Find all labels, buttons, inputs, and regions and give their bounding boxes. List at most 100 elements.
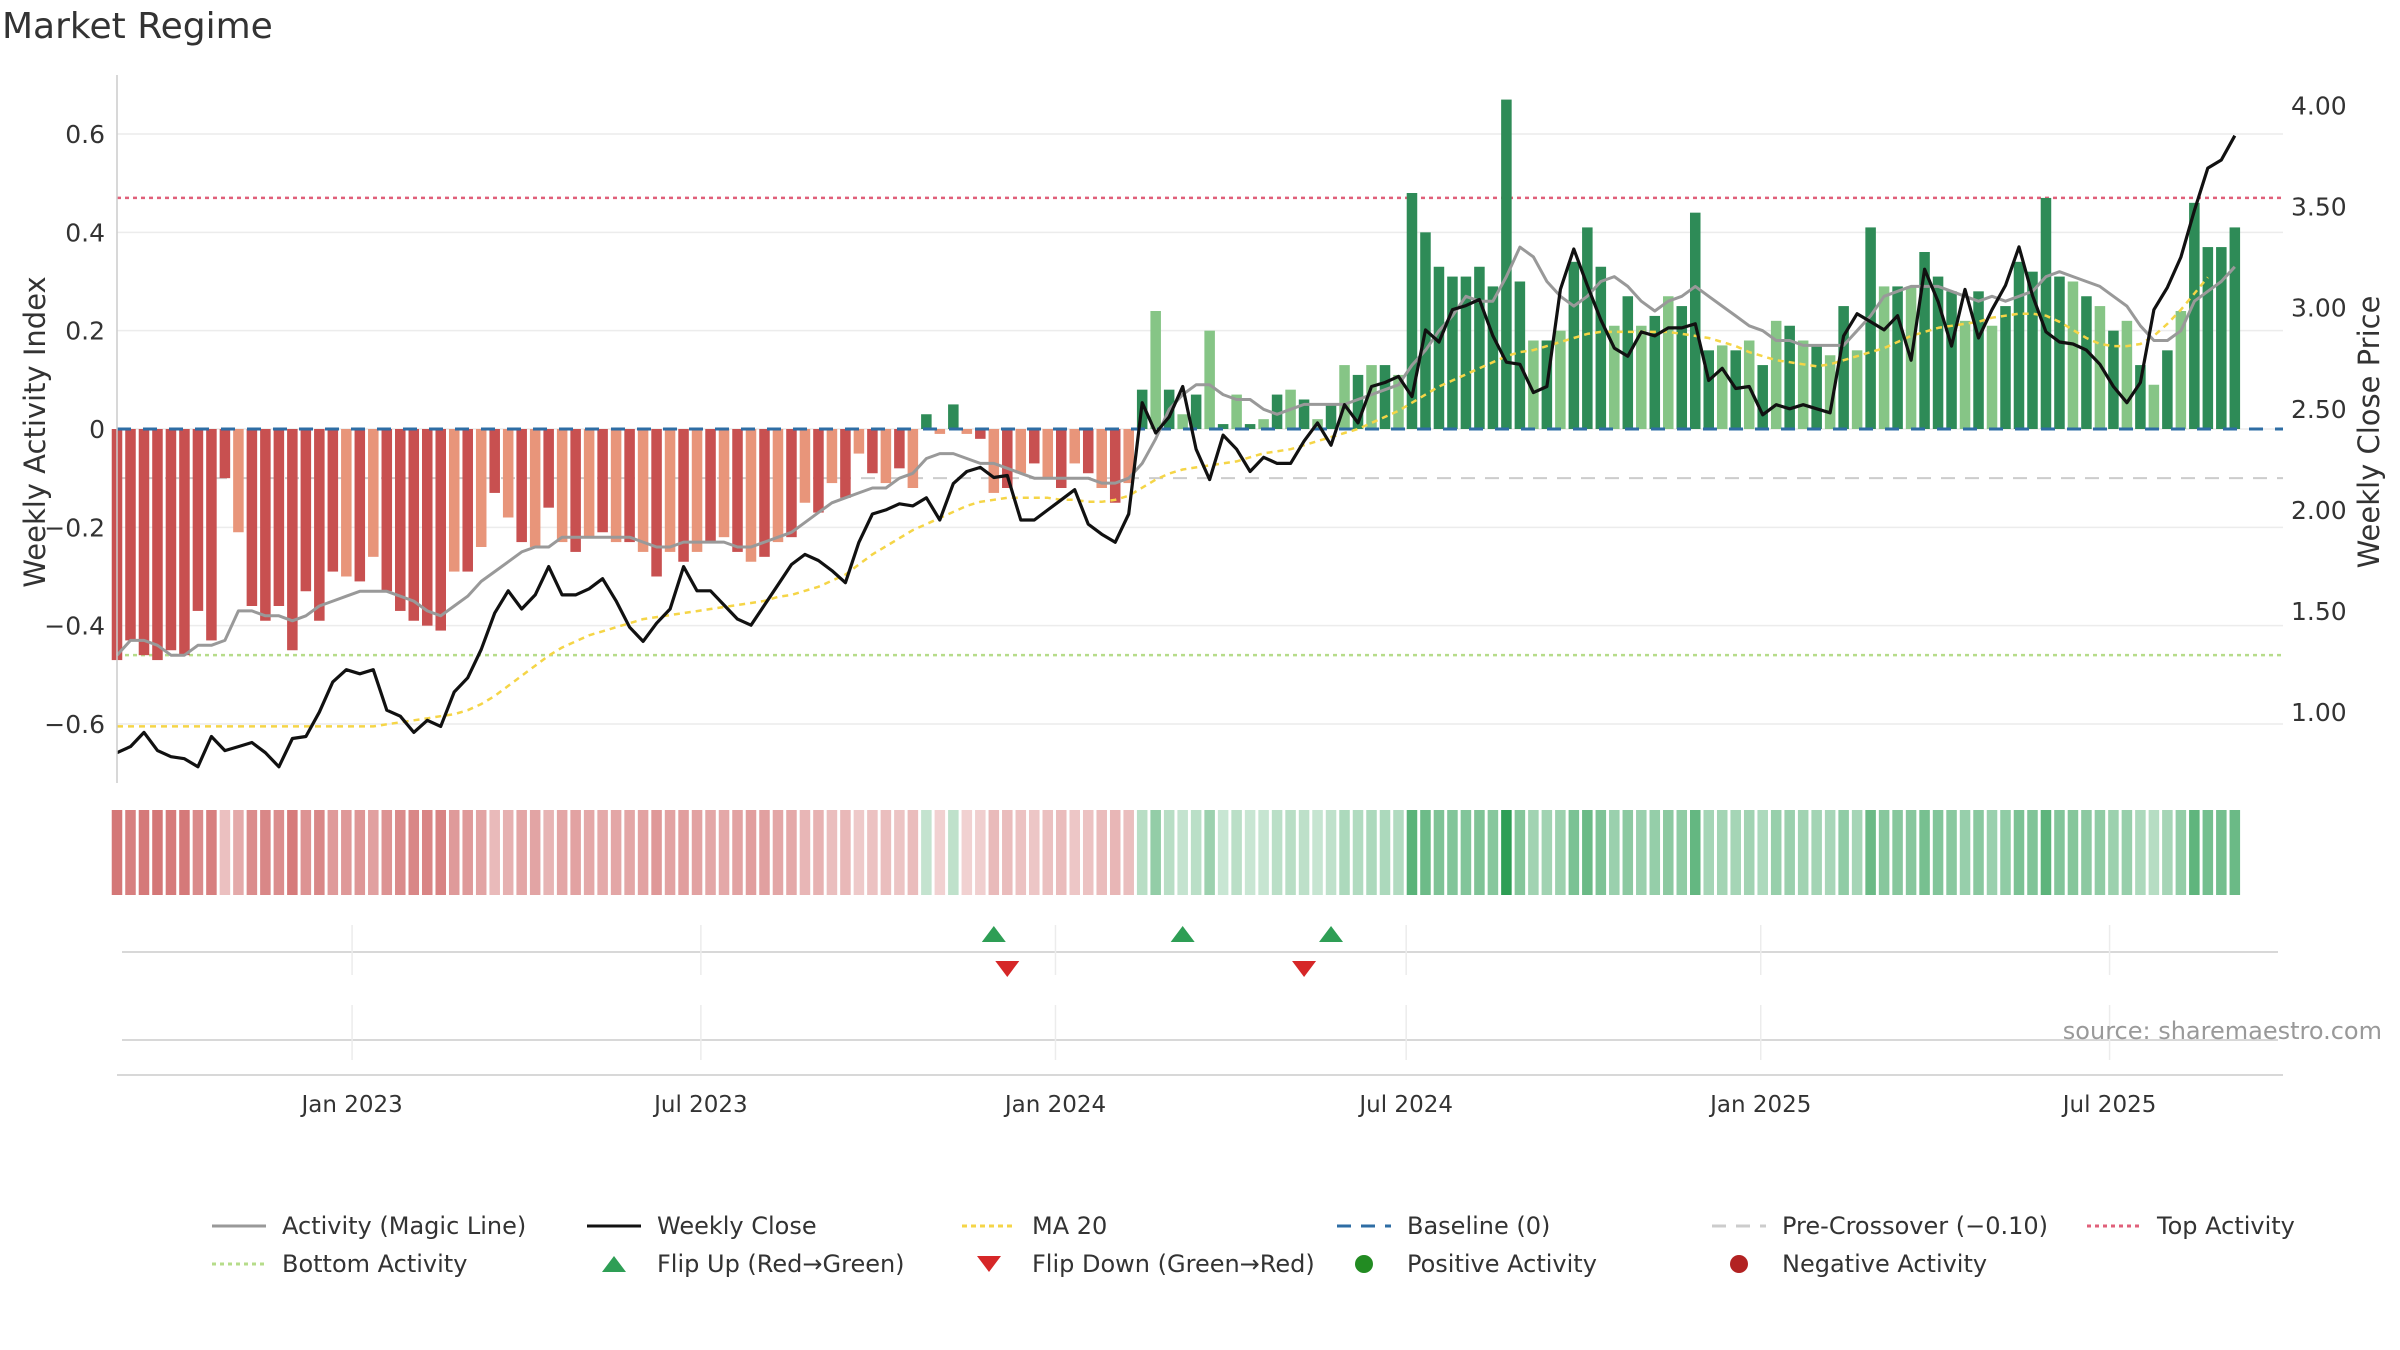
regime-strip-cell [1190,810,1202,895]
activity-bar [745,429,757,562]
regime-strip-cell [314,810,325,895]
activity-bar [772,429,784,543]
regime-strip-cell [597,810,608,895]
activity-bar [1204,330,1215,429]
activity-bar [1770,320,1782,429]
legend-swatch-icon [2085,1216,2143,1236]
activity-bar [300,429,312,592]
regime-strip-cell [921,810,932,895]
regime-strip-cell [152,810,163,895]
legend-swatch-icon [960,1216,1018,1236]
legend-label: Negative Activity [1782,1250,1988,1278]
activity-bar [1797,340,1809,429]
activity-bar [1082,429,1094,474]
activity-bar [2000,306,2011,429]
activity-bar [894,429,905,469]
activity-bar [2189,202,2200,429]
activity-bar [1636,325,1647,429]
regime-strip-cell [2108,810,2119,895]
regime-strip-cell [705,810,716,895]
activity-bar [2027,271,2038,429]
regime-strip-cell [1811,810,1822,895]
activity-bar [1406,193,1418,429]
regime-strip-cell [1649,810,1661,895]
regime-strip-cell [1716,810,1728,895]
x-tick-label: Jul 2023 [652,1092,748,1118]
regime-strip-cell [1096,810,1107,895]
regime-strip-cell [1325,810,1337,895]
activity-bar [2067,281,2079,429]
activity-bar [1029,429,1040,464]
regime-strip-cell [1136,810,1148,895]
activity-bar [651,429,662,577]
regime-strip-cell [233,810,244,895]
regime-strip-cell [975,810,986,895]
activity-bar [1298,399,1310,429]
regime-strip-cell [853,810,865,895]
activity-bar [610,429,622,543]
regime-strip-cell [1784,810,1795,895]
regime-strip-cell [1393,810,1404,895]
regime-strip-cell [2067,810,2079,895]
activity-bar [475,429,487,547]
regime-strip-cell [2081,810,2092,895]
regime-strip-cell [1730,810,1741,895]
activity-bar [1447,276,1458,429]
activity-bar [1366,365,1377,429]
regime-strip-cell [2094,810,2106,895]
regime-strip-cell [1851,810,1863,895]
regime-strip-cell [2202,810,2214,895]
activity-bar [219,429,231,479]
legend-item: Baseline (0) [1335,1212,1550,1240]
regime-strip-cell [300,810,312,895]
legend-label: Activity (Magic Line) [282,1212,527,1240]
y-left-tick-label: 0.6 [65,120,105,149]
activity-bar [1002,429,1013,488]
legend-item: Flip Up (Red→Green) [585,1250,905,1278]
regime-strip-cell [1109,810,1121,895]
activity-bar [381,429,393,592]
y-right-tick-label: 4.00 [2291,91,2347,120]
activity-bar [2216,247,2227,429]
regime-strip-cell [111,810,123,895]
legend-item: Positive Activity [1335,1250,1597,1278]
regime-strip-cell [2054,810,2065,895]
activity-bar [1055,429,1067,488]
activity-bar [664,429,676,552]
regime-strip-cell [448,810,460,895]
regime-strip-cell [1636,810,1647,895]
regime-strip-cell [880,810,892,895]
regime-strip-cell [489,810,500,895]
regime-strip-cell [961,810,973,895]
activity-bar [637,429,649,552]
regime-strip-cell [1285,810,1296,895]
regime-strip-cell [799,810,811,895]
legend-label: Baseline (0) [1407,1212,1551,1240]
activity-bar [1568,261,1580,429]
activity-bar [287,429,298,651]
regime-strip-cell [1271,810,1283,895]
legend-swatch-icon [1335,1254,1393,1274]
regime-strip-cell [1838,810,1849,895]
y-left-tick-label: 0.4 [65,218,105,247]
regime-strip-cell [1231,810,1242,895]
regime-strip-cell [1312,810,1323,895]
regime-strip-cell [354,810,366,895]
regime-strip-cell [1406,810,1418,895]
regime-strip-cell [2027,810,2038,895]
activity-bar [165,429,177,651]
regime-strip-cell [516,810,527,895]
activity-bar [2054,276,2065,429]
regime-strip-cell [1055,810,1067,895]
activity-bar [435,429,447,631]
regime-strip-cell [2121,810,2133,895]
activity-bar [1716,345,1728,429]
regime-strip-cell [1878,810,1890,895]
regime-strip-cell [2040,810,2052,895]
legend-label: Top Activity [2157,1212,2295,1240]
regime-strip-cell [1177,810,1188,895]
x-tick-label: Jan 2023 [299,1092,402,1118]
activity-bar [975,429,986,439]
legend-label: Weekly Close [657,1212,817,1240]
activity-bar [1514,281,1526,429]
